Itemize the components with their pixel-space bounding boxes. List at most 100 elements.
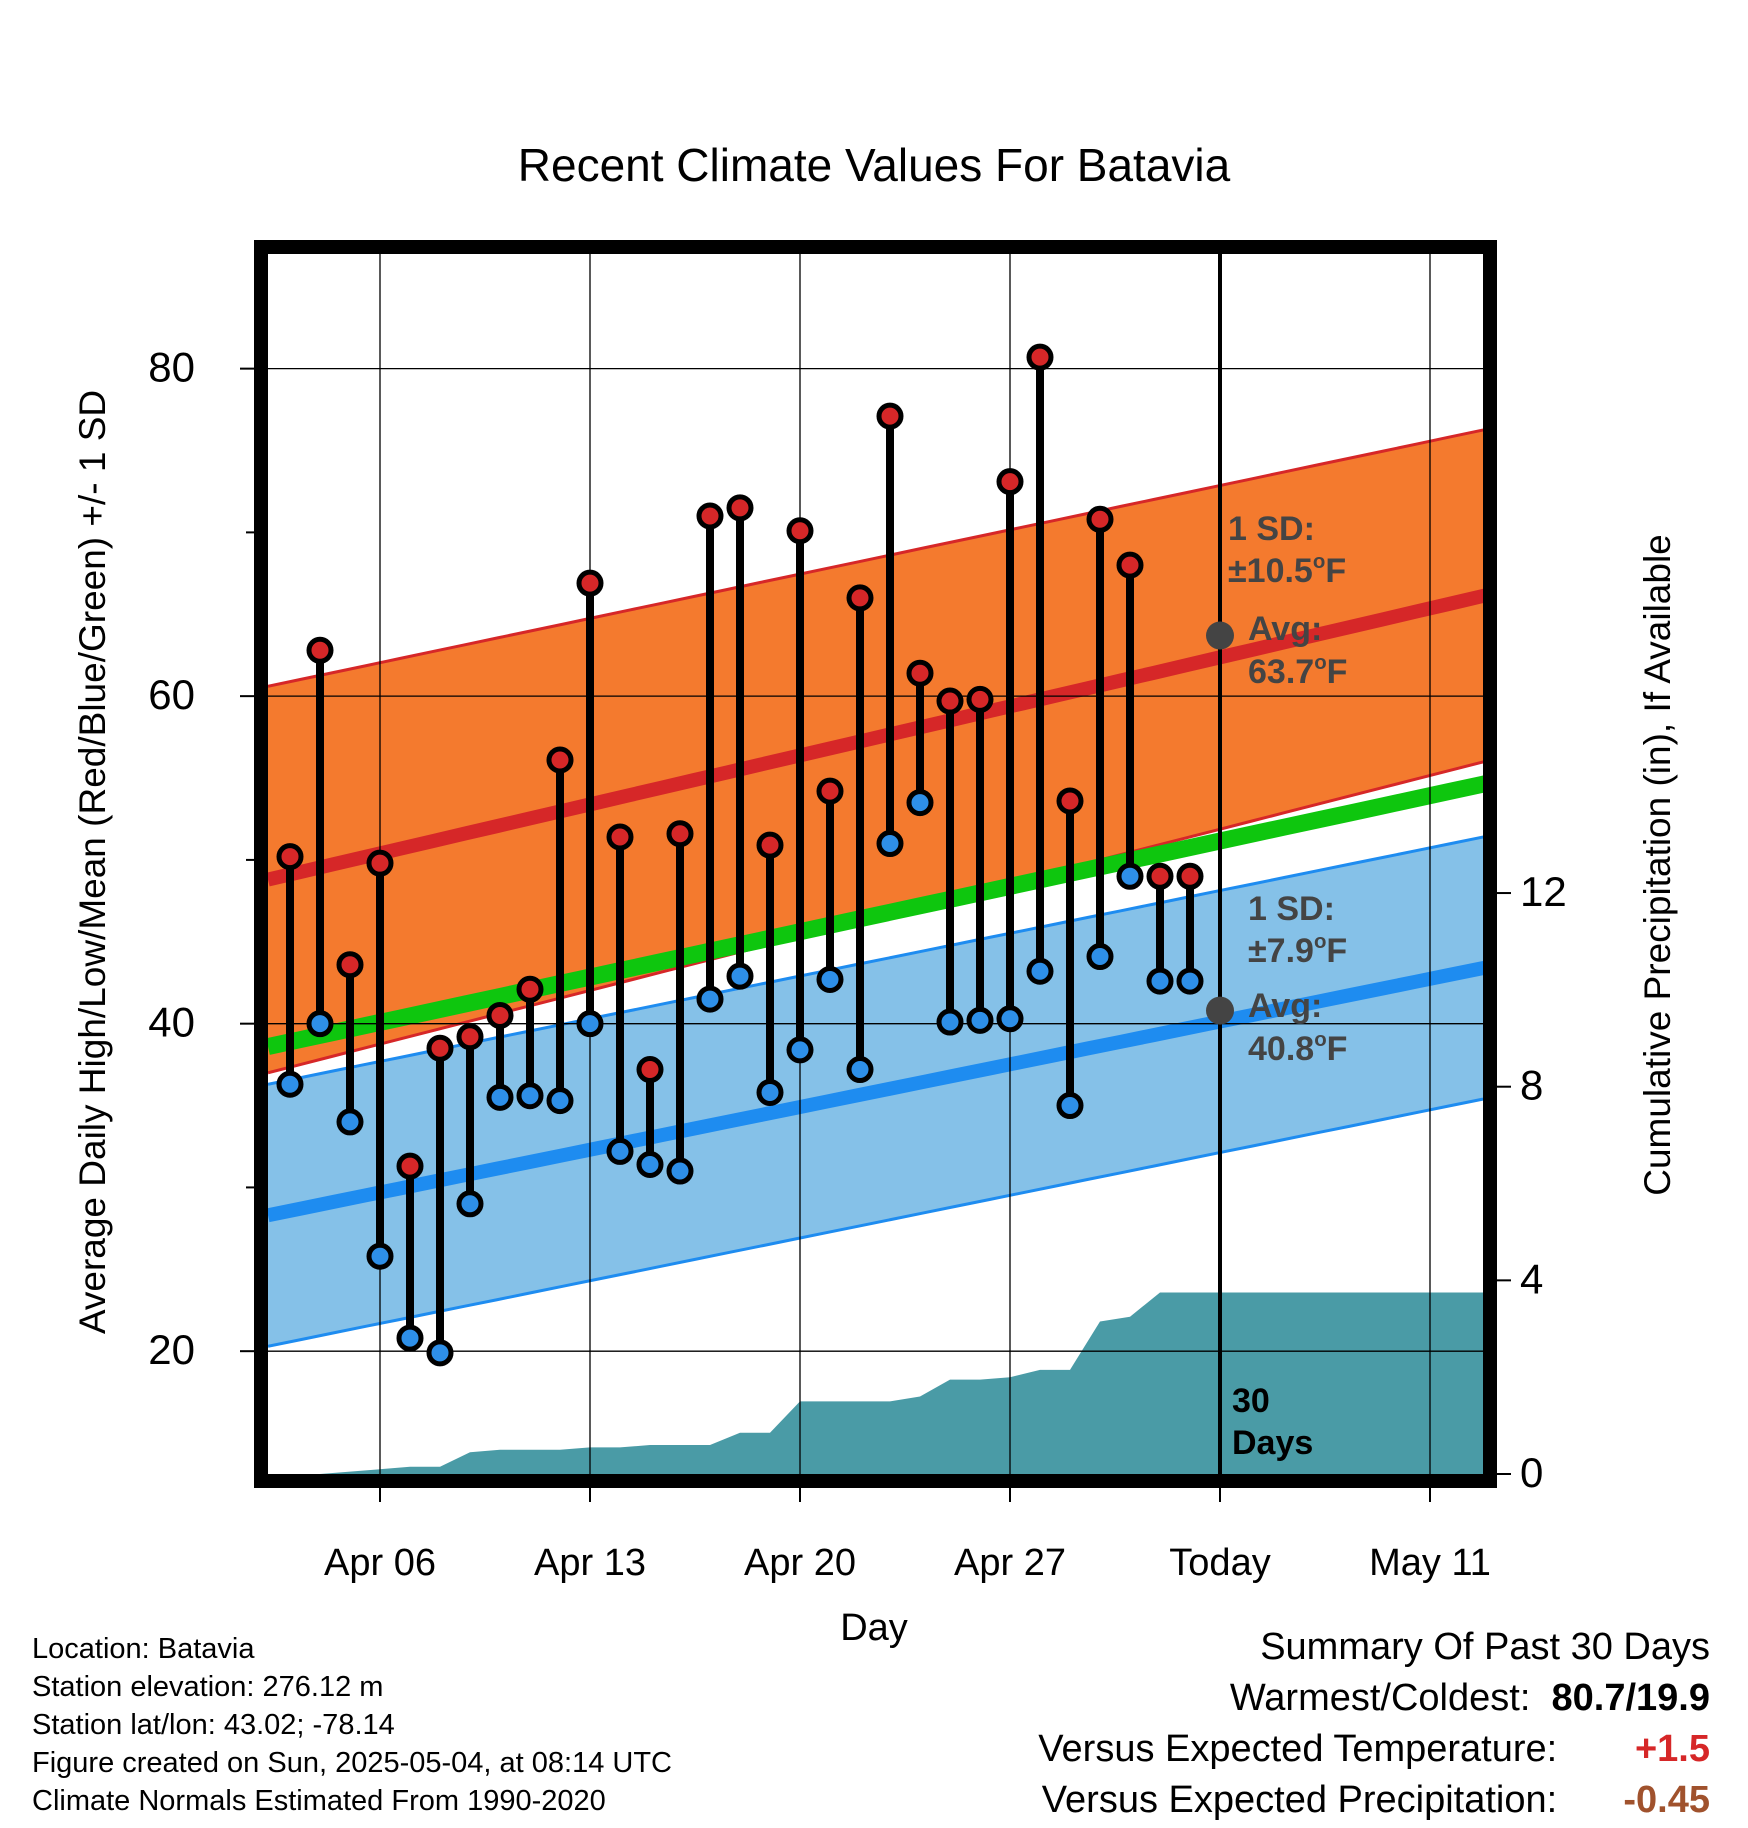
low-avg-label: Avg:	[1248, 987, 1322, 1025]
temp-value: +1.5	[1634, 1728, 1710, 1770]
high-avg-marker	[1206, 621, 1234, 650]
low-point	[606, 1137, 634, 1165]
low-point	[846, 1056, 874, 1084]
high-point	[876, 402, 904, 430]
precip-value: -0.45	[1623, 1779, 1710, 1821]
high-point	[516, 975, 544, 1003]
elevation-text: Station elevation: 276.12 m	[32, 1671, 384, 1703]
period-label: Days	[1232, 1424, 1313, 1462]
high-point	[366, 849, 394, 877]
high-point	[846, 584, 874, 612]
high-sd-upper-edge	[268, 428, 1483, 688]
y-right-tick-label: 8	[1520, 1062, 1543, 1109]
high-point	[636, 1056, 664, 1084]
low-sd-upper-edge	[268, 835, 1483, 1086]
low-point	[576, 1010, 604, 1038]
low-point	[516, 1082, 544, 1110]
high-point	[666, 820, 694, 848]
high-point	[276, 843, 304, 871]
high-point	[936, 687, 964, 715]
normals-text: Climate Normals Estimated From 1990-2020	[32, 1785, 606, 1817]
high-point	[576, 569, 604, 597]
low-sd-label: 1 SD:	[1248, 890, 1335, 928]
low-point	[546, 1087, 574, 1115]
high-point	[1056, 787, 1084, 815]
high-sd-label: 1 SD:	[1228, 510, 1315, 548]
low-point	[1026, 957, 1054, 985]
warm-cold-value: 80.7/19.9	[1551, 1677, 1710, 1719]
low-point	[966, 1006, 994, 1034]
high-point	[726, 494, 754, 522]
y-tick-label: 40	[148, 999, 195, 1046]
summary-temp-row: Versus Expected Temperature: +1.5	[1038, 1724, 1710, 1775]
high-point	[1176, 862, 1204, 890]
precip-area	[290, 1292, 1483, 1474]
x-tick-label: Today	[1169, 1542, 1270, 1584]
low-point	[366, 1242, 394, 1270]
low-avg-marker	[1206, 996, 1234, 1025]
high-point	[606, 823, 634, 851]
low-point	[1176, 967, 1204, 995]
low-point	[936, 1008, 964, 1036]
low-point	[396, 1324, 424, 1352]
y-axis-right-label: Cumulative Precipitation (in), If Availa…	[1637, 534, 1678, 1196]
latlon-text: Station lat/lon: 43.02; -78.14	[32, 1709, 395, 1741]
high-point	[1026, 343, 1054, 371]
low-point	[276, 1070, 304, 1098]
y-right-tick-label: 4	[1520, 1255, 1543, 1302]
low-point	[486, 1083, 514, 1111]
x-axis-label: Day	[840, 1607, 908, 1649]
high-point	[816, 777, 844, 805]
low-point	[816, 965, 844, 993]
high-point	[786, 517, 814, 545]
low-point	[666, 1157, 694, 1185]
summary-title: Summary Of Past 30 Days	[1260, 1626, 1710, 1668]
high-point	[1146, 862, 1174, 890]
low-point	[456, 1190, 484, 1218]
summary-panel: Summary Of Past 30 Days Warmest/Coldest:…	[1038, 1622, 1710, 1826]
low-point	[906, 789, 934, 817]
high-point	[396, 1152, 424, 1180]
high-avg-value: 63.7oF	[1248, 652, 1347, 691]
x-tick-label: Apr 06	[324, 1542, 436, 1584]
low-point	[426, 1339, 454, 1367]
high-point	[696, 502, 724, 530]
low-point	[306, 1010, 334, 1038]
temp-label: Versus Expected Temperature:	[1038, 1728, 1558, 1770]
low-point	[1116, 862, 1144, 890]
station-info: Location: Batavia Station elevation: 276…	[32, 1630, 672, 1820]
location-text: Location: Batavia	[32, 1633, 255, 1665]
high-sd-value: ±10.5oF	[1228, 551, 1346, 590]
created-text: Figure created on Sun, 2025-05-04, at 08…	[32, 1747, 672, 1779]
summary-precip-row: Versus Expected Precipitation: -0.45	[1038, 1775, 1710, 1826]
high-point	[966, 685, 994, 713]
high-avg-label: Avg:	[1248, 610, 1322, 648]
low-point	[696, 985, 724, 1013]
y-tick-label: 60	[148, 671, 195, 718]
low-point	[1086, 943, 1114, 971]
high-point	[906, 659, 934, 687]
low-point	[636, 1150, 664, 1178]
precip-label: Versus Expected Precipitation:	[1041, 1779, 1558, 1821]
y-right-tick-label: 0	[1520, 1449, 1543, 1496]
warm-cold-label: Warmest/Coldest:	[1229, 1677, 1531, 1719]
low-sd-value: ±7.9oF	[1248, 931, 1347, 970]
low-point	[1056, 1092, 1084, 1120]
x-tick-label: May 11	[1369, 1542, 1491, 1584]
high-point	[456, 1023, 484, 1051]
y-tick-label: 20	[148, 1326, 195, 1373]
high-point	[546, 746, 574, 774]
high-point	[996, 468, 1024, 496]
period-number: 30	[1232, 1382, 1270, 1420]
x-tick-label: Apr 27	[954, 1542, 1066, 1584]
low-point	[1146, 967, 1174, 995]
low-point	[336, 1108, 364, 1136]
chart-title: Recent Climate Values For Batavia	[518, 139, 1231, 191]
high-point	[1086, 505, 1114, 533]
high-point	[426, 1034, 454, 1062]
high-point	[1116, 551, 1144, 579]
high-point	[336, 951, 364, 979]
